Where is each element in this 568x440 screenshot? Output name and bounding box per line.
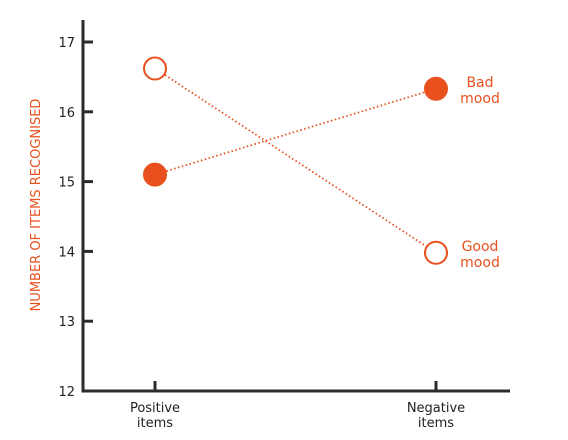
y-tick-label: 12	[58, 385, 75, 400]
x-tick-label-line: items	[418, 416, 454, 431]
series-line-good-mood	[154, 67, 437, 254]
y-tick-label: 17	[58, 36, 75, 51]
x-tick-label: Negative items	[407, 401, 465, 431]
data-point-bad-mood	[424, 76, 448, 101]
y-axis-title: NUMBER OF ITEMS RECOGNISED	[29, 99, 44, 312]
x-tick-label-line: Positive	[130, 401, 180, 416]
x-tick-label-line: items	[137, 416, 173, 431]
data-point-good-mood	[143, 56, 167, 81]
y-tick-label: 15	[58, 176, 75, 191]
y-tick-label: 13	[58, 315, 75, 330]
y-tick-label: 14	[58, 245, 75, 260]
series-label-line: Bad	[466, 75, 493, 91]
series-label-good-mood: Good mood	[460, 239, 500, 271]
series-label-line: Good	[462, 239, 499, 255]
x-tick-label-line: Negative	[407, 401, 465, 416]
y-axis-title-group: NUMBER OF ITEMS RECOGNISED	[29, 99, 44, 312]
x-tick-label: Positive items	[130, 401, 180, 431]
data-point-good-mood	[424, 240, 448, 265]
series-label-bad-mood: Bad mood	[460, 75, 500, 107]
series-label-line: mood	[460, 255, 500, 271]
data-point-bad-mood	[143, 162, 167, 187]
y-tick-label: 16	[58, 106, 75, 121]
series-label-line: mood	[460, 91, 500, 107]
series-line-bad-mood	[154, 87, 437, 176]
